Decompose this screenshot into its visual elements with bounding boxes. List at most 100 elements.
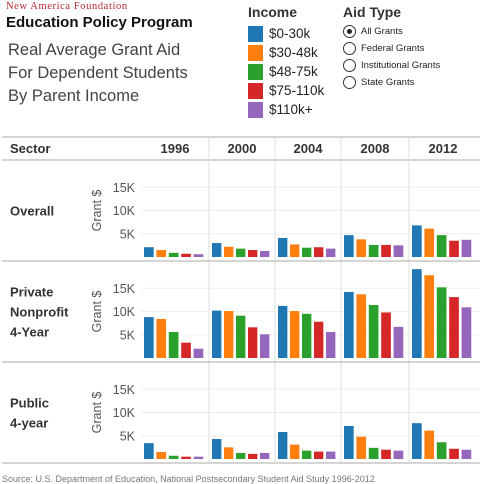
bar bbox=[368, 304, 379, 358]
bar bbox=[224, 447, 234, 459]
bar bbox=[436, 442, 447, 459]
legend-label: $30-48k bbox=[269, 45, 318, 60]
bar bbox=[302, 450, 312, 459]
aid-type-option-federal-grants[interactable]: Federal Grants bbox=[343, 39, 424, 57]
bar bbox=[290, 444, 300, 459]
bar bbox=[144, 443, 154, 459]
bar bbox=[424, 228, 435, 257]
bar bbox=[212, 439, 222, 459]
radio-label: Federal Grants bbox=[361, 42, 425, 54]
legend-item[interactable]: $110k+ bbox=[248, 100, 313, 119]
bar bbox=[144, 247, 154, 257]
legend-item[interactable]: $30-48k bbox=[248, 43, 318, 62]
bar bbox=[181, 342, 191, 358]
sector-label: 4-Year bbox=[10, 325, 49, 340]
legend-label: $48-75k bbox=[269, 64, 318, 79]
bar bbox=[412, 225, 422, 257]
bar bbox=[248, 453, 258, 459]
bar bbox=[236, 248, 246, 257]
bar bbox=[449, 297, 459, 358]
y-tick-label: 5K bbox=[120, 227, 136, 241]
radio-label: State Grants bbox=[361, 76, 415, 88]
bar bbox=[368, 244, 379, 257]
y-tick-label: 15K bbox=[113, 181, 136, 195]
bar bbox=[314, 451, 324, 459]
bar bbox=[260, 250, 270, 257]
bar bbox=[278, 237, 288, 257]
radio-button[interactable] bbox=[343, 24, 356, 38]
bar bbox=[461, 307, 472, 358]
chart-title-line-1: Real Average Grant Aid bbox=[8, 41, 181, 59]
bar bbox=[290, 311, 300, 358]
bar bbox=[344, 235, 354, 257]
bar bbox=[302, 313, 312, 358]
bar bbox=[424, 275, 435, 358]
sector-label: Public bbox=[10, 396, 49, 411]
legend-label: $75-110k bbox=[269, 83, 325, 98]
bar bbox=[314, 247, 324, 257]
sector-label: Nonprofit bbox=[10, 305, 69, 320]
bar bbox=[326, 331, 336, 358]
bar bbox=[181, 456, 191, 459]
bar bbox=[436, 235, 447, 257]
bar bbox=[326, 248, 336, 257]
bar bbox=[449, 448, 459, 459]
bar bbox=[412, 269, 422, 358]
bar bbox=[412, 423, 422, 459]
year-column-header: 2008 bbox=[361, 141, 390, 156]
legend-swatch bbox=[248, 82, 263, 99]
bar bbox=[344, 291, 354, 358]
bar bbox=[181, 253, 191, 257]
bar bbox=[393, 450, 404, 459]
bar bbox=[144, 317, 154, 358]
radio-label: Institutional Grants bbox=[361, 59, 441, 71]
bar bbox=[461, 239, 472, 257]
year-column-header: 2012 bbox=[429, 141, 458, 156]
year-column-header: 1996 bbox=[161, 141, 190, 156]
bar bbox=[168, 252, 179, 257]
radio-button[interactable] bbox=[343, 75, 356, 89]
bar bbox=[356, 436, 367, 459]
bar bbox=[168, 455, 179, 459]
bar bbox=[193, 254, 204, 257]
radio-selected-dot bbox=[347, 28, 352, 34]
legend-label: $110k+ bbox=[269, 102, 313, 117]
sector-column-header: Sector bbox=[10, 141, 50, 156]
y-axis-label: Grant $ bbox=[90, 190, 104, 232]
aid-type-option-institutional-grants[interactable]: Institutional Grants bbox=[343, 56, 440, 74]
legend-item[interactable]: $48-75k bbox=[248, 62, 318, 81]
bar bbox=[314, 321, 324, 358]
bar bbox=[344, 425, 354, 459]
bar bbox=[168, 331, 179, 358]
bar bbox=[224, 246, 234, 257]
bar bbox=[278, 305, 288, 358]
legend-swatch bbox=[248, 25, 263, 42]
bar bbox=[236, 315, 246, 358]
sector-label: 4-year bbox=[10, 416, 48, 431]
radio-button[interactable] bbox=[343, 58, 356, 72]
bar bbox=[393, 326, 404, 358]
bar bbox=[449, 240, 459, 257]
legend-item[interactable]: $0-30k bbox=[248, 24, 310, 43]
aid-type-option-all-grants[interactable]: All Grants bbox=[343, 22, 403, 40]
bar bbox=[260, 452, 270, 459]
bar bbox=[260, 334, 270, 358]
bar bbox=[156, 318, 167, 358]
aid-type-option-state-grants[interactable]: State Grants bbox=[343, 73, 414, 91]
radio-button[interactable] bbox=[343, 41, 356, 55]
bar bbox=[381, 449, 391, 459]
y-axis-label: Grant $ bbox=[90, 392, 104, 434]
brand-org-name: New America Foundation bbox=[6, 1, 128, 12]
bar bbox=[193, 456, 204, 459]
bar bbox=[248, 327, 258, 358]
bar bbox=[278, 432, 288, 459]
legend-item[interactable]: $75-110k bbox=[248, 81, 324, 100]
bar bbox=[368, 447, 379, 459]
legend-swatch bbox=[248, 101, 263, 118]
sector-label: Overall bbox=[10, 204, 54, 219]
bar bbox=[461, 449, 472, 459]
legend-swatch bbox=[248, 44, 263, 61]
y-tick-label: 10K bbox=[113, 305, 136, 319]
y-tick-label: 15K bbox=[113, 282, 136, 296]
bar bbox=[290, 244, 300, 257]
